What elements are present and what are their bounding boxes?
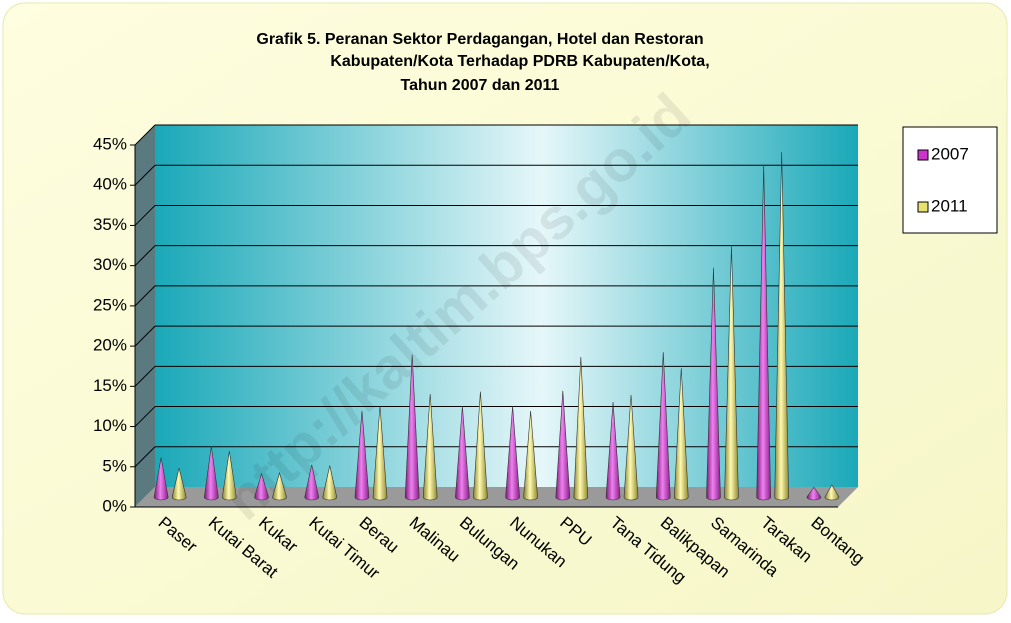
cone [304, 464, 320, 501]
cone [756, 164, 771, 501]
cone [322, 465, 338, 501]
grid-line [134, 406, 156, 427]
chart-title: Tahun 2007 dan 2011 [401, 77, 560, 94]
cone [523, 410, 538, 501]
cone [724, 246, 739, 501]
y-tick-label: 15% [93, 376, 127, 395]
legend [902, 126, 998, 234]
cone [774, 151, 789, 501]
grid-line [134, 325, 156, 347]
cone [806, 486, 822, 501]
grid-line [134, 205, 156, 226]
cone [254, 472, 269, 501]
y-tick-label: 5% [102, 456, 127, 475]
cone [204, 446, 219, 501]
y-tick-label: 20% [93, 336, 127, 355]
cone [404, 354, 420, 501]
grid-line [134, 164, 156, 186]
legend-label: 2007 [931, 144, 969, 163]
cone [153, 457, 169, 501]
cone [422, 394, 438, 501]
cone [655, 352, 671, 501]
legend-swatch [917, 201, 929, 213]
cone [455, 406, 470, 501]
y-tick-label: 0% [102, 496, 127, 515]
cone [824, 484, 840, 501]
cone [272, 471, 287, 501]
back-wall [155, 125, 858, 487]
cone [673, 368, 689, 501]
cone [171, 467, 187, 501]
legend-label: 2011 [931, 196, 968, 215]
grid-line [134, 285, 156, 307]
chart-title: Kabupaten/Kota Terhadap PDRB Kabupaten/K… [330, 53, 709, 70]
grid-line [134, 245, 156, 267]
cone [623, 394, 639, 501]
y-tick-label: 30% [93, 255, 127, 274]
cone [372, 406, 388, 501]
cone [605, 402, 621, 501]
y-tick-label: 40% [93, 175, 127, 194]
cone [706, 267, 721, 501]
grid-line [134, 365, 156, 387]
cone [505, 406, 520, 501]
chart-title: Grafik 5. Peranan Sektor Perdagangan, Ho… [256, 31, 703, 48]
grid-line [134, 124, 156, 146]
cone [473, 391, 488, 501]
y-tick-label: 45% [93, 134, 127, 153]
y-tick-label: 35% [93, 215, 127, 234]
y-tick-label: 25% [93, 295, 127, 314]
cone [354, 410, 370, 501]
y-tick-label: 10% [93, 416, 127, 435]
cone [555, 390, 571, 501]
legend-swatch [917, 149, 929, 161]
grid-line [134, 446, 156, 468]
cone [222, 451, 237, 501]
cone [573, 357, 589, 501]
